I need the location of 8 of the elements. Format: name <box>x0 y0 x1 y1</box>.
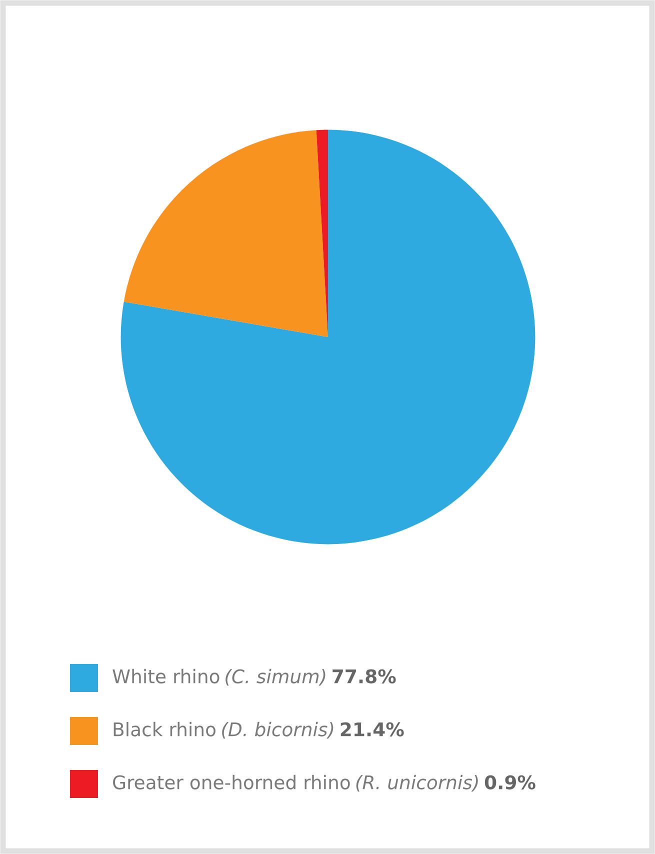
data-label: 21.4% <box>340 722 404 736</box>
legend-label: Greater one-horned rhino (R. unicornis) <box>113 774 478 792</box>
legend-label: White rhino (C. simum) <box>112 668 326 686</box>
legend-label: Black rhino (D. bicornis) <box>114 722 334 739</box>
data-label: 77.8% <box>332 669 396 684</box>
data-label: 0.9% <box>484 775 536 790</box>
pie-slice <box>124 130 328 337</box>
pie-slice <box>120 130 536 544</box>
